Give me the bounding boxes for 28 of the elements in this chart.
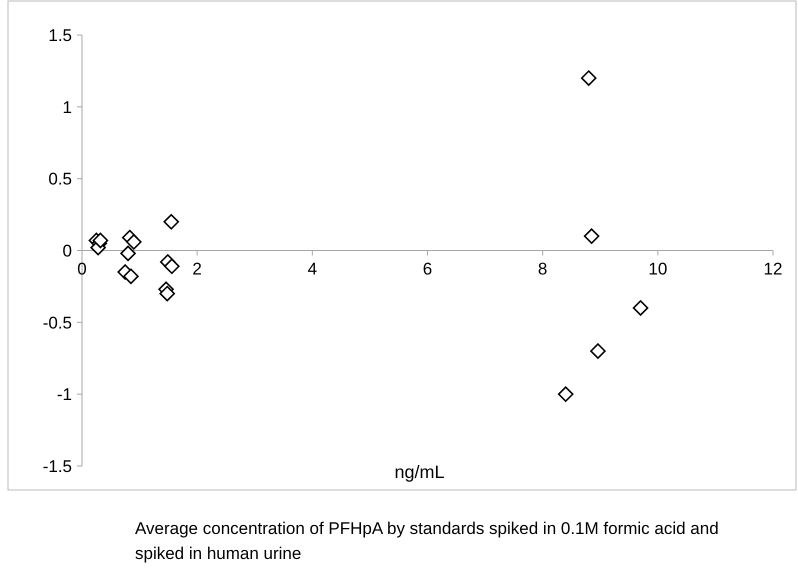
point	[120, 246, 136, 262]
point	[123, 268, 139, 284]
point	[164, 258, 180, 274]
point	[580, 70, 597, 86]
y-tick-label: 1	[62, 98, 72, 117]
point	[558, 386, 574, 402]
y-tick-label: -0.5	[42, 313, 72, 332]
point	[126, 234, 142, 250]
x-tick-label: 12	[764, 260, 782, 278]
point	[590, 343, 606, 359]
y-tick-label: 1.5	[48, 26, 72, 45]
point	[159, 286, 176, 302]
point	[163, 214, 180, 230]
text: Average concentration of PFHpA by standards spiked in 0.1M formic acid and spiked in human urine	[135, 519, 719, 563]
y-tick-label: 0	[62, 241, 72, 260]
x-tick-label: 6	[422, 260, 432, 278]
x-tick-label: 0	[77, 260, 87, 278]
y-tick-label: 0.5	[48, 170, 72, 189]
x-tick-label: 8	[538, 260, 548, 278]
point	[632, 300, 648, 316]
y-tick-label: -1	[56, 385, 72, 404]
point	[584, 228, 600, 244]
y-tick-label: -1.5	[42, 456, 72, 476]
x-tick-label: 4	[308, 260, 318, 278]
x-tick-label: 2	[192, 260, 202, 278]
point	[92, 232, 108, 248]
x-tick-label: 10	[648, 260, 668, 278]
x-axis-title: ng/mL	[394, 462, 445, 482]
